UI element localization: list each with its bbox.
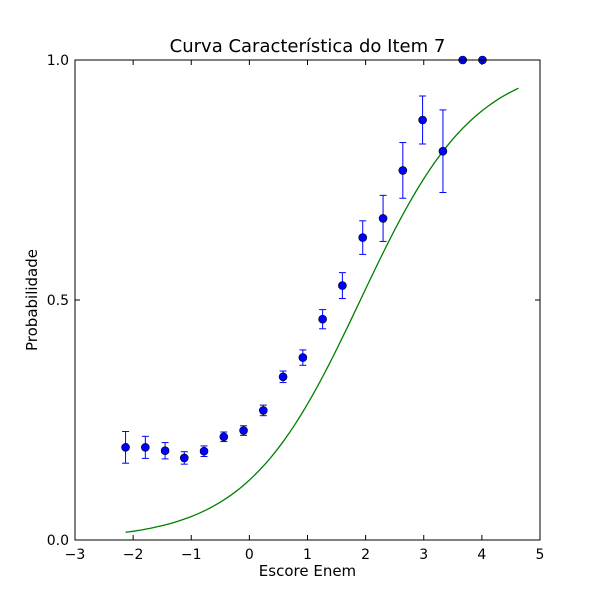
data-point (141, 443, 150, 452)
chart-title: Curva Característica do Item 7 (170, 36, 446, 57)
data-point (298, 353, 308, 362)
data-point (121, 443, 130, 452)
x-tick-label: 4 (477, 547, 486, 563)
x-axis-title: Escore Enem (259, 562, 356, 580)
x-tick-label: 5 (536, 547, 545, 563)
data-point (418, 115, 427, 125)
x-tick-label: −2 (123, 547, 144, 563)
ticks-layer: −3 −2 −1 0 1 2 3 4 5 0.0 0.5 1.0 (47, 53, 545, 563)
data-point (259, 406, 268, 415)
data-point (338, 281, 347, 290)
data-point (179, 453, 189, 463)
data-point (278, 372, 288, 382)
y-tick-label: 0.0 (47, 533, 69, 549)
x-tick-label: 3 (419, 547, 428, 563)
data-point (160, 446, 170, 456)
data-point (318, 314, 327, 324)
data-point (239, 426, 248, 435)
x-tick-label: 0 (245, 547, 254, 563)
data-point (358, 233, 368, 242)
y-tick-label: 1.0 (47, 53, 69, 69)
y-tick-label: 0.5 (47, 293, 69, 309)
data-point (219, 432, 229, 442)
x-tick-label: 1 (303, 547, 312, 563)
data-point (438, 146, 448, 156)
fitted-curve (125, 87, 519, 533)
x-tick-label: 2 (361, 547, 370, 563)
x-tick-label: −1 (181, 547, 202, 563)
x-tick-label: −3 (65, 547, 86, 563)
data-point (378, 214, 388, 223)
data-point (398, 166, 408, 175)
y-axis-title: Probabilidade (23, 249, 41, 351)
data-point (199, 446, 209, 456)
